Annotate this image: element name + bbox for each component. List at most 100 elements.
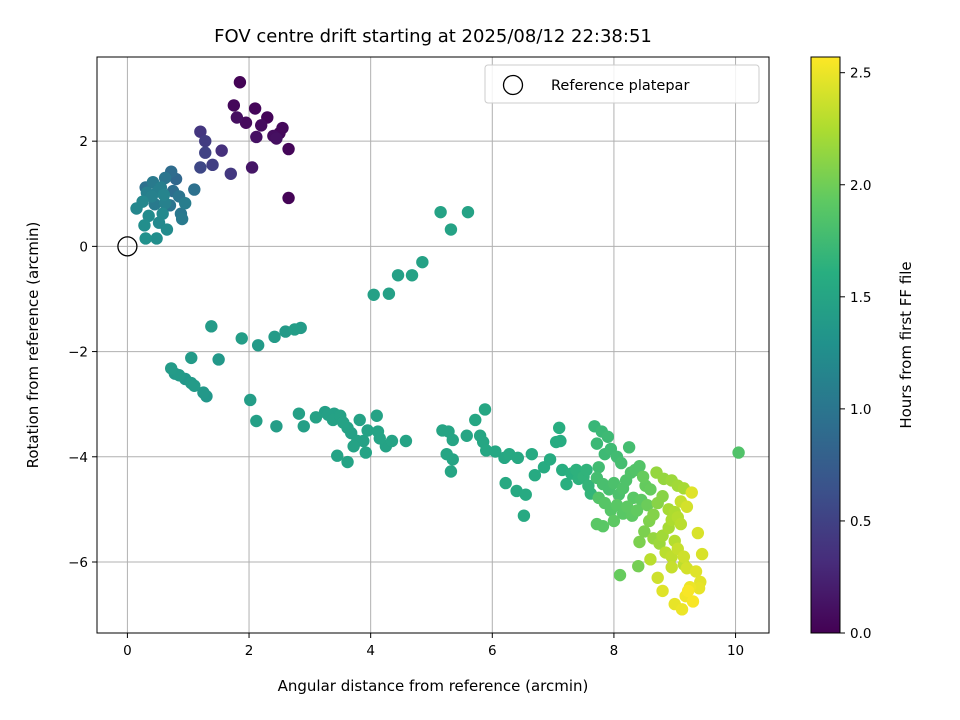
data-point bbox=[444, 465, 458, 478]
data-point bbox=[681, 584, 695, 598]
grid-lines bbox=[97, 57, 769, 633]
data-point bbox=[185, 351, 198, 365]
data-point bbox=[607, 476, 621, 490]
data-point bbox=[197, 386, 210, 399]
data-point bbox=[188, 183, 201, 196]
legend-box bbox=[484, 64, 760, 104]
data-point bbox=[373, 432, 386, 445]
data-point bbox=[560, 477, 573, 491]
data-point bbox=[150, 232, 163, 245]
data-point bbox=[511, 451, 525, 465]
data-point bbox=[680, 500, 694, 513]
data-point bbox=[268, 330, 281, 344]
x-tick-label: 6 bbox=[488, 643, 497, 659]
data-point bbox=[528, 468, 542, 482]
y-tick-label: −4 bbox=[68, 450, 88, 466]
data-point bbox=[665, 561, 678, 574]
legend-label: Reference platepar bbox=[551, 78, 689, 94]
data-point bbox=[233, 76, 247, 89]
data-point bbox=[677, 550, 691, 563]
data-point bbox=[245, 161, 259, 174]
data-point bbox=[592, 461, 605, 474]
data-point bbox=[651, 571, 664, 584]
data-point bbox=[525, 447, 539, 461]
data-point bbox=[689, 565, 703, 578]
data-point bbox=[644, 553, 657, 566]
data-point bbox=[224, 167, 237, 180]
data-point bbox=[434, 205, 447, 219]
colorbar-tick-label: 1.5 bbox=[850, 290, 871, 306]
data-point bbox=[367, 288, 380, 301]
data-point bbox=[188, 379, 201, 392]
data-point bbox=[276, 121, 289, 135]
data-point bbox=[382, 287, 396, 300]
data-point bbox=[444, 223, 458, 236]
data-point bbox=[554, 434, 567, 448]
colorbar-tick-label: 2.0 bbox=[850, 178, 871, 194]
data-point bbox=[199, 146, 212, 159]
data-point bbox=[227, 99, 241, 112]
data-point bbox=[138, 219, 151, 232]
data-point bbox=[695, 547, 709, 561]
data-point bbox=[251, 339, 265, 352]
data-point bbox=[160, 223, 174, 236]
data-point bbox=[656, 584, 669, 598]
data-point bbox=[647, 508, 660, 521]
data-point bbox=[543, 453, 557, 466]
data-point bbox=[158, 171, 172, 185]
data-point bbox=[633, 535, 646, 549]
data-point bbox=[250, 130, 263, 144]
data-points bbox=[130, 76, 745, 616]
data-point bbox=[370, 409, 383, 422]
data-point bbox=[331, 449, 344, 462]
data-point bbox=[469, 413, 482, 427]
x-tick-label: 8 bbox=[610, 643, 619, 659]
data-point bbox=[337, 416, 350, 429]
colorbar-tick-label: 0.0 bbox=[850, 626, 871, 642]
data-point bbox=[130, 202, 143, 215]
data-point bbox=[675, 603, 689, 616]
y-axis-label: Rotation from reference (arcmin) bbox=[24, 222, 42, 469]
colorbar-tick-label: 0.5 bbox=[850, 514, 871, 530]
data-point bbox=[580, 463, 593, 477]
data-point bbox=[636, 470, 650, 483]
data-point bbox=[641, 498, 654, 512]
x-tick-label: 0 bbox=[123, 643, 132, 659]
colorbar: 0.0 0.5 1.0 1.5 2.0 2.5 Hours from first FF f… bbox=[810, 56, 915, 642]
plot-frame bbox=[96, 56, 770, 634]
x-tick-label: 2 bbox=[245, 643, 254, 659]
data-point bbox=[615, 456, 628, 470]
data-point bbox=[244, 393, 257, 407]
data-point bbox=[685, 486, 698, 499]
data-point bbox=[215, 144, 228, 157]
data-point bbox=[250, 414, 263, 428]
data-point bbox=[460, 429, 473, 442]
data-point bbox=[691, 526, 705, 540]
data-point bbox=[656, 490, 669, 503]
data-point bbox=[212, 353, 225, 366]
data-point bbox=[596, 520, 610, 533]
data-point bbox=[552, 421, 566, 435]
data-point bbox=[385, 434, 399, 448]
colorbar-label: Hours from first FF file bbox=[897, 261, 915, 428]
data-point bbox=[270, 420, 283, 433]
data-point bbox=[175, 212, 189, 226]
data-point bbox=[590, 437, 604, 450]
data-point bbox=[440, 447, 453, 461]
data-point bbox=[206, 158, 219, 172]
colorbar-tick-label: 1.0 bbox=[850, 402, 871, 418]
colorbar-tick-label: 2.5 bbox=[850, 66, 871, 82]
data-point bbox=[282, 142, 295, 156]
data-point bbox=[632, 559, 645, 573]
data-point bbox=[235, 332, 248, 345]
data-point bbox=[359, 446, 372, 459]
data-point bbox=[607, 514, 621, 528]
chart-title: FOV centre drift starting at 2025/08/12 … bbox=[214, 26, 652, 47]
data-point bbox=[288, 323, 301, 336]
data-point bbox=[499, 476, 512, 490]
data-point bbox=[194, 125, 207, 138]
legend-marker bbox=[502, 74, 524, 96]
data-point bbox=[633, 460, 646, 473]
data-point bbox=[517, 509, 531, 522]
